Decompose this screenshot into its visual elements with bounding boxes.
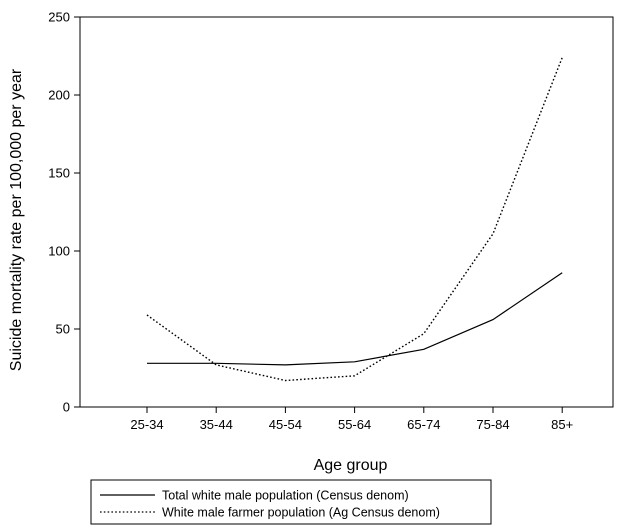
y-tick-label: 0 <box>63 400 70 415</box>
x-axis-title: Age group <box>314 457 388 474</box>
y-tick-label: 150 <box>48 166 70 181</box>
y-tick-label: 50 <box>56 322 70 337</box>
legend-label: Total white male population (Census deno… <box>162 489 409 503</box>
x-tick-label: 35-44 <box>200 417 233 432</box>
y-axis-title: Suicide mortality rate per 100,000 per y… <box>8 68 25 371</box>
plot-frame <box>79 16 614 408</box>
x-tick-label: 45-54 <box>269 417 302 432</box>
legend-label: White male farmer population (Ag Census … <box>162 506 440 520</box>
legend-box <box>90 479 492 525</box>
x-tick-label: 65-74 <box>407 417 440 432</box>
legend: Total white male population (Census deno… <box>90 479 492 525</box>
y-tick-label: 100 <box>48 244 70 259</box>
y-tick-label: 250 <box>48 10 70 25</box>
x-tick-label: 25-34 <box>130 417 163 432</box>
x-tick-label: 55-64 <box>338 417 371 432</box>
plot-area: 0 50 100 150 200 250 25-34 35-44 45-54 55-64 65-74… <box>48 10 614 432</box>
series-line-farmer <box>146 57 563 382</box>
y-tick-label: 200 <box>48 88 70 103</box>
x-tick-label: 75-84 <box>476 417 509 432</box>
series-line-total <box>147 272 563 366</box>
x-tick-label: 85+ <box>551 417 573 432</box>
